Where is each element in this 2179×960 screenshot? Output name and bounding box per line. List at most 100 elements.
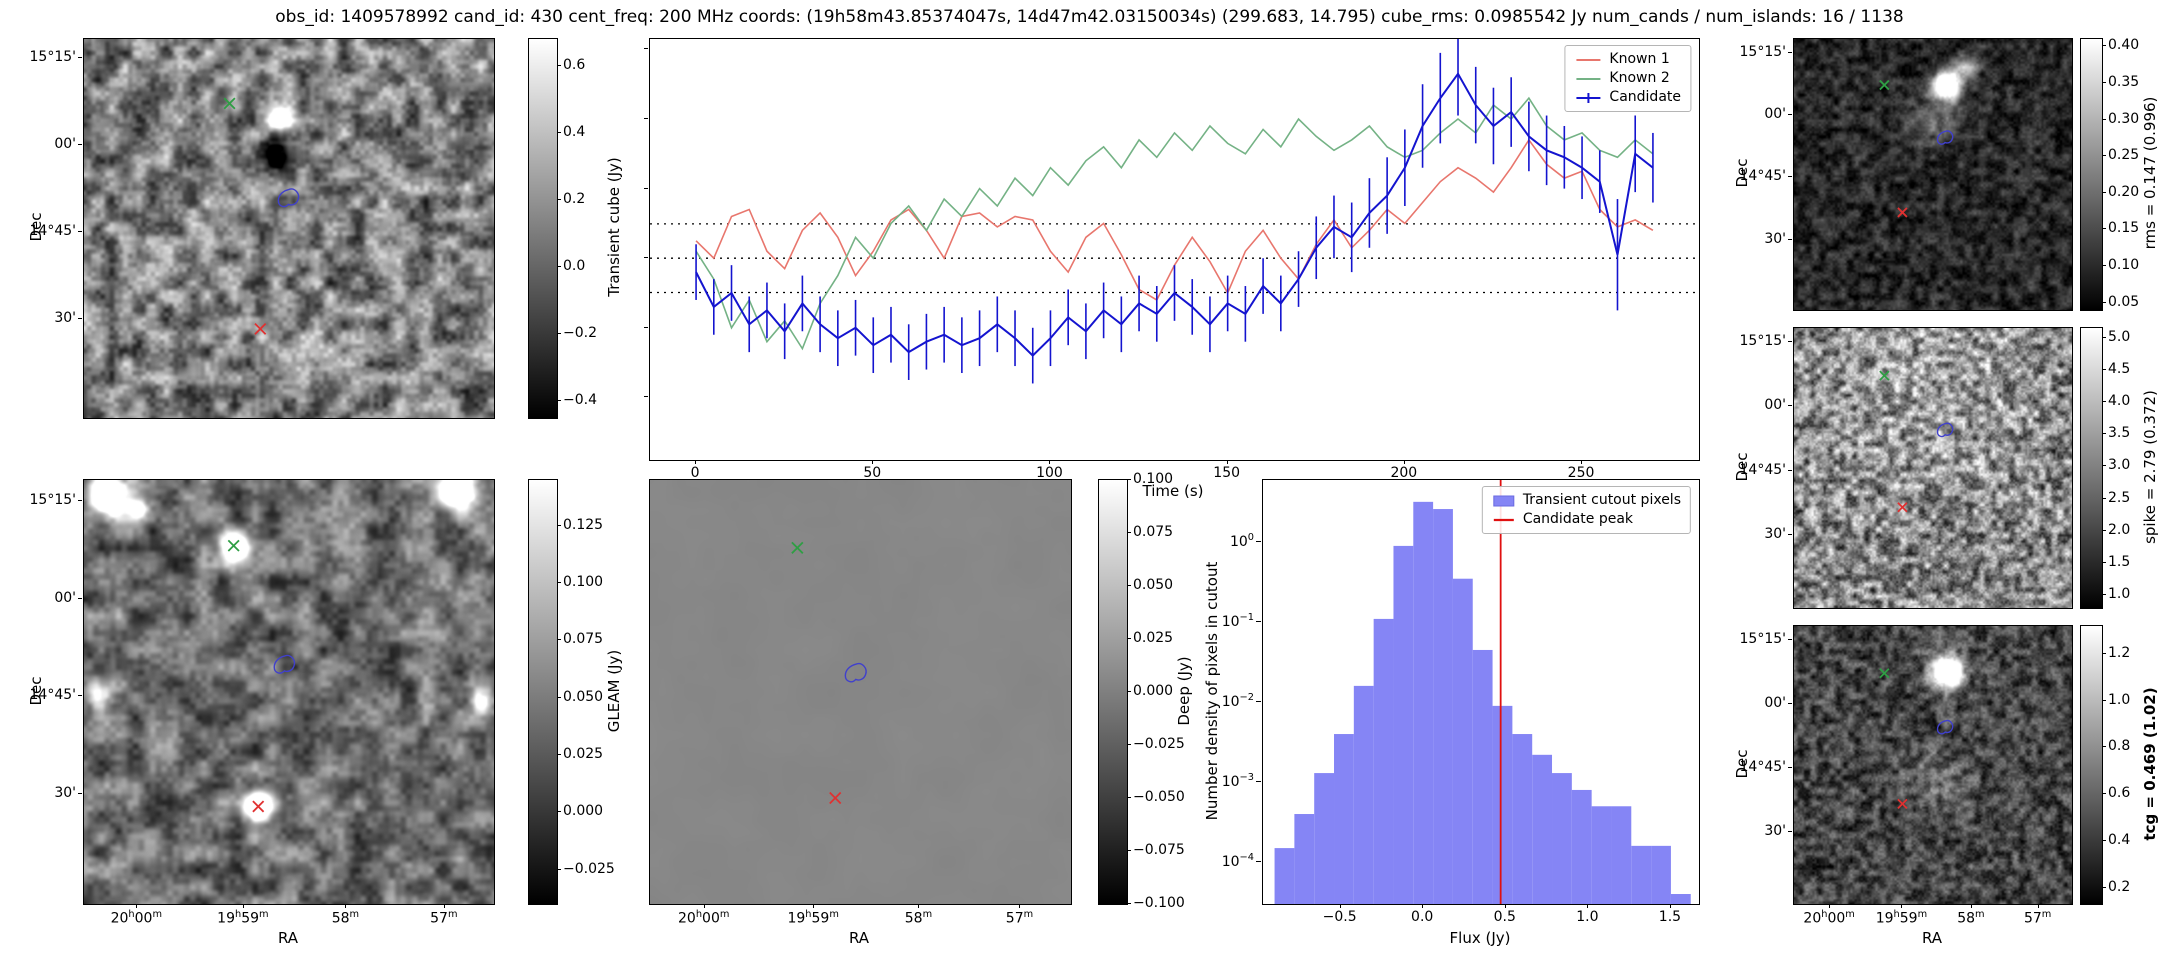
colorbar-tick-label: 0.025 (563, 746, 604, 763)
colorbar-tick-label: 0.30 (2108, 110, 2140, 127)
density-tick-label: 10−4 (1221, 852, 1254, 870)
colorbar-tick-label: 0.075 (563, 631, 604, 648)
series-3-line (695, 71, 1654, 358)
reference-x-marker (252, 800, 265, 813)
legend-swatch (1493, 518, 1514, 521)
tick-mark (1788, 638, 1792, 640)
transient-marker-overlay (223, 97, 300, 335)
colorbar-gleam (528, 479, 558, 905)
tick-mark (557, 868, 561, 870)
ra-tick-label: 20h00m (110, 909, 163, 927)
tick-mark (1127, 850, 1131, 851)
map-panel-transient (83, 38, 495, 419)
histogram-bar (1571, 789, 1592, 904)
colorbar-tick-label: 0.025 (1133, 630, 1174, 646)
histogram-bar (1472, 649, 1493, 904)
tick-mark (1788, 176, 1792, 178)
tick-mark (557, 198, 561, 200)
colorbar-tick-label: −0.025 (1133, 736, 1185, 752)
known-source-x-marker (791, 541, 804, 554)
tick-mark (1256, 701, 1261, 703)
tick-mark (1127, 744, 1131, 745)
tick-mark (78, 597, 82, 599)
histogram-bar (1433, 509, 1453, 904)
tick-mark (1127, 903, 1131, 904)
map-panel-tcg (1793, 625, 2073, 905)
colorbar-label-deep: Deep (Jy) (1175, 656, 1193, 726)
colorbar-label-spike: spike = 2.79 (0.372) (2141, 390, 2159, 544)
candidate-contour (273, 654, 296, 674)
tick-mark (644, 257, 648, 259)
tick-mark (1226, 460, 1228, 464)
tick-mark (644, 187, 648, 189)
tick-mark (1669, 904, 1671, 908)
histogram-bar (1631, 845, 1652, 904)
ra-tick-label: 19h59m (217, 909, 269, 927)
tick-mark (1339, 904, 1341, 908)
tick-mark (1422, 904, 1424, 908)
tick-mark (2102, 433, 2106, 435)
tick-mark (1403, 460, 1405, 464)
ra-tick-label: 57m (2023, 909, 2052, 927)
map-panel-spike (1793, 327, 2073, 609)
dec-tick-label: 14°45' (1739, 168, 1786, 185)
colorbar-tick-label: −0.025 (563, 860, 615, 877)
tick-mark (443, 904, 445, 908)
tick-mark (1127, 532, 1131, 533)
tick-mark (1019, 904, 1021, 908)
colorbar-tick-label: −0.100 (1133, 895, 1185, 911)
colorbar-tick-label: 5.0 (2108, 328, 2131, 345)
flux-tick-label: −0.5 (1322, 909, 1357, 925)
histogram-bar (1591, 806, 1612, 904)
ra-axis-label: RA (848, 929, 870, 947)
map-panel-deep (649, 479, 1072, 905)
colorbar-tick-label: 0.050 (1133, 577, 1174, 593)
tick-mark (1049, 460, 1051, 464)
time-tick-label: 200 (1390, 465, 1418, 481)
tick-mark (1829, 904, 1831, 908)
histogram-bar (1353, 685, 1374, 904)
lightcurve-svg (650, 39, 1699, 384)
tick-mark (703, 904, 705, 908)
tcg-marker-overlay (1879, 668, 1954, 810)
histogram-svg (1274, 480, 1691, 904)
dec-tick-label: 15°15' (1739, 43, 1786, 60)
tick-mark (2102, 401, 2106, 403)
tick-mark (2102, 497, 2106, 499)
ra-tick-label: 19h59m (787, 909, 839, 927)
tick-mark (1788, 341, 1792, 342)
ra-tick-label: 19h59m (1875, 909, 1928, 927)
tick-mark (557, 333, 561, 335)
colorbar-tick-label: 0.05 (2108, 293, 2140, 310)
known-source-x-marker (1879, 668, 1890, 679)
colorbar-tick-label: −0.075 (1133, 842, 1185, 858)
reference-x-marker (254, 322, 267, 335)
dec-tick-label: 30' (1764, 526, 1786, 543)
tick-mark (2102, 228, 2106, 230)
colorbar-tick-label: 0.2 (563, 190, 586, 207)
colorbar-tick-label: 0.8 (2108, 738, 2131, 755)
dec-tick-label: 30' (54, 310, 76, 327)
density-tick-label: 10−3 (1221, 772, 1254, 791)
tick-mark (2102, 301, 2106, 303)
dec-tick-label: 15°15' (29, 48, 76, 65)
colorbar-tick-label: −0.050 (1133, 789, 1185, 805)
tick-mark (557, 582, 561, 584)
tick-mark (1127, 479, 1131, 480)
tick-mark (644, 396, 648, 398)
colorbar-label-rms: rms = 0.147 (0.996) (2141, 96, 2159, 250)
ra-tick-label: 20h00m (678, 909, 730, 927)
tick-mark (1901, 904, 1903, 908)
dec-tick-label: 00' (54, 136, 76, 153)
histogram-bar (1512, 734, 1533, 904)
colorbar-tick-label: 2.0 (2108, 521, 2131, 538)
tick-mark (1788, 113, 1792, 115)
tick-mark (644, 326, 648, 328)
dec-tick-label: 14°45' (1739, 758, 1786, 775)
ra-axis-label: RA (1921, 929, 1943, 947)
lightcurve-plot (649, 38, 1700, 461)
candidate-contour (1936, 130, 1954, 145)
candidate-contour (1936, 422, 1954, 438)
lightcurve-xlabel: Time (s) (1142, 482, 1204, 500)
known-source-x-marker (223, 97, 236, 110)
